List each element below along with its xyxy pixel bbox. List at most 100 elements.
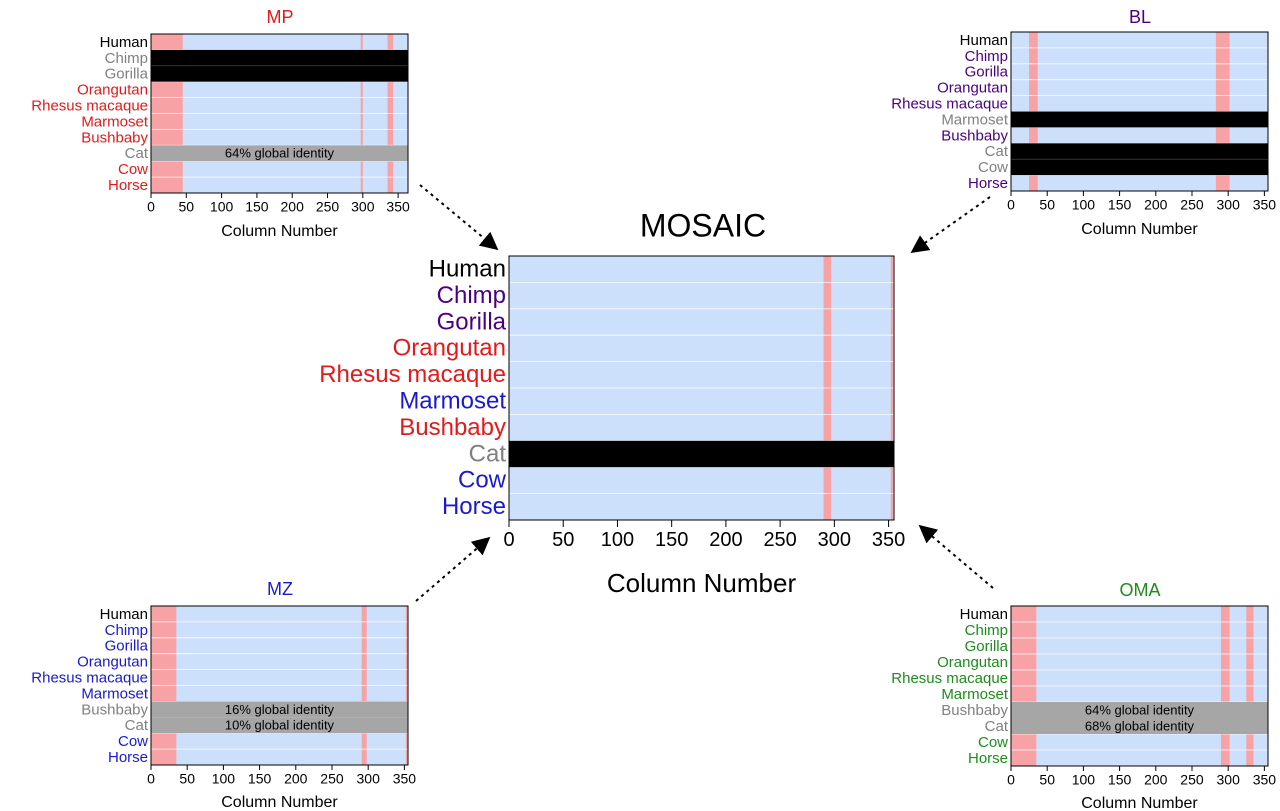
mp-row-label: Cow (118, 161, 148, 178)
mz-x-tick-label: 100 (212, 770, 236, 786)
mosaic-x-tick-label: 200 (709, 529, 742, 551)
oma-row-label: Cat (985, 718, 1009, 735)
oma-x-tick-label: 300 (1217, 771, 1241, 787)
mz-gray-row (151, 701, 408, 718)
mz-x-axis-label: Column Number (221, 794, 338, 811)
bl-row-label: Horse (968, 175, 1008, 192)
mp-black-row (151, 49, 408, 66)
bl-row-label: Gorilla (965, 64, 1009, 81)
bl-x-tick-label: 100 (1072, 196, 1096, 212)
mp-x-axis-label: Column Number (221, 223, 338, 240)
mp-row-label: Orangutan (77, 82, 148, 99)
mz-row-label: Marmoset (81, 685, 149, 702)
arrow-oma-to-mosaic (918, 524, 994, 589)
mosaic-row-label: Horse (442, 493, 506, 520)
bl-black-row (1011, 159, 1268, 176)
mp-identity-label: 64% global identity (225, 146, 335, 161)
mp-row-label: Marmoset (81, 113, 149, 130)
mz-row-label: Orangutan (77, 654, 148, 671)
oma-x-tick-label: 250 (1180, 771, 1204, 787)
mp-x-tick-label: 300 (351, 198, 375, 214)
mp-title: MP (267, 7, 294, 27)
mz-x-tick-label: 50 (179, 770, 195, 786)
mp-row-label: Horse (108, 177, 148, 194)
mosaic-x-axis-label: Column Number (607, 568, 797, 598)
bl-x-tick-label: 200 (1144, 196, 1168, 212)
bl-title: BL (1129, 7, 1151, 27)
mz-x-tick-label: 150 (248, 770, 272, 786)
oma-row-label: Chimp (965, 622, 1008, 639)
bl-x-tick-label: 150 (1108, 196, 1132, 212)
bl-row-label: Orangutan (937, 80, 1008, 97)
mp-x-tick-label: 100 (210, 198, 234, 214)
mosaic-x-tick-label: 50 (552, 529, 574, 551)
mp-row-label: Chimp (105, 50, 148, 67)
mosaic-row-label: Cat (469, 440, 507, 467)
mz-identity-label: 16% global identity (225, 702, 335, 717)
mosaic-x-tick-label: 350 (872, 529, 905, 551)
oma-row-label: Cow (978, 734, 1008, 751)
oma-row-label: Human (960, 606, 1008, 623)
mz-row-label: Human (100, 606, 148, 623)
mz-x-tick-label: 200 (284, 770, 308, 786)
oma-row-label: Horse (968, 750, 1008, 767)
oma-row-label: Gorilla (965, 638, 1009, 655)
mp-row-label: Gorilla (105, 66, 149, 83)
arrow-mz-to-mosaic (415, 536, 491, 602)
mz-row-label: Cow (118, 733, 148, 750)
bl-x-tick-label: 50 (1039, 196, 1055, 212)
mosaic-row-label: Bushbaby (399, 414, 506, 441)
mz-row-label: Horse (108, 749, 148, 766)
bl-x-tick-label: 250 (1180, 196, 1204, 212)
mosaic-x-tick-label: 100 (601, 529, 634, 551)
mz-x-tick-label: 0 (147, 770, 155, 786)
oma-x-tick-label: 350 (1253, 771, 1277, 787)
mp-black-row (151, 65, 408, 82)
oma-row-label: Bushbaby (941, 702, 1008, 719)
oma-x-axis-label: Column Number (1081, 795, 1198, 811)
mz-x-tick-label: 300 (357, 770, 381, 786)
bl-row-label: Human (960, 32, 1008, 49)
bl-black-row (1011, 143, 1268, 160)
mosaic-x-tick-label: 250 (763, 529, 796, 551)
oma-x-tick-label: 100 (1072, 771, 1096, 787)
bl-x-axis-label: Column Number (1081, 221, 1198, 238)
mz-row-label: Bushbaby (81, 701, 148, 718)
oma-identity-label: 64% global identity (1085, 702, 1195, 717)
mz-row-label: Gorilla (105, 638, 149, 655)
mz-identity-label: 10% global identity (225, 718, 335, 733)
mosaic-title: MOSAIC (640, 207, 766, 243)
mosaic-x-tick-label: 150 (655, 529, 688, 551)
mp-panel: MP 64% global identity HumanChimpGorillaOr… (31, 7, 410, 240)
mp-x-tick-label: 0 (147, 198, 155, 214)
mp-x-tick-label: 250 (316, 198, 340, 214)
oma-row-label: Orangutan (937, 654, 1008, 671)
mp-gray-row (151, 145, 408, 162)
bl-x-tick-label: 300 (1217, 196, 1241, 212)
oma-x-tick-label: 50 (1039, 771, 1055, 787)
mp-row-label: Bushbaby (81, 129, 148, 146)
bl-row-label: Chimp (965, 48, 1008, 65)
mz-gray-row (151, 717, 408, 734)
bl-row-label: Rhesus macaque (891, 96, 1008, 113)
mosaic-row-label: Marmoset (399, 388, 506, 415)
mosaic-row-label: Rhesus macaque (319, 361, 506, 388)
mp-row-label: Rhesus macaque (31, 98, 148, 115)
mz-row-label: Cat (125, 717, 149, 734)
oma-identity-label: 68% global identity (1085, 718, 1195, 733)
arrow-mp-to-mosaic (419, 184, 499, 251)
mosaic-x-tick-label: 300 (818, 529, 851, 551)
oma-title: OMA (1119, 580, 1160, 600)
bl-x-tick-label: 350 (1253, 196, 1277, 212)
mz-title: MZ (267, 579, 293, 599)
mosaic-black-row (509, 440, 894, 468)
mp-x-tick-label: 150 (245, 198, 269, 214)
bl-black-row (1011, 111, 1268, 128)
bl-row-label: Marmoset (941, 111, 1009, 128)
mz-x-tick-label: 350 (393, 770, 417, 786)
